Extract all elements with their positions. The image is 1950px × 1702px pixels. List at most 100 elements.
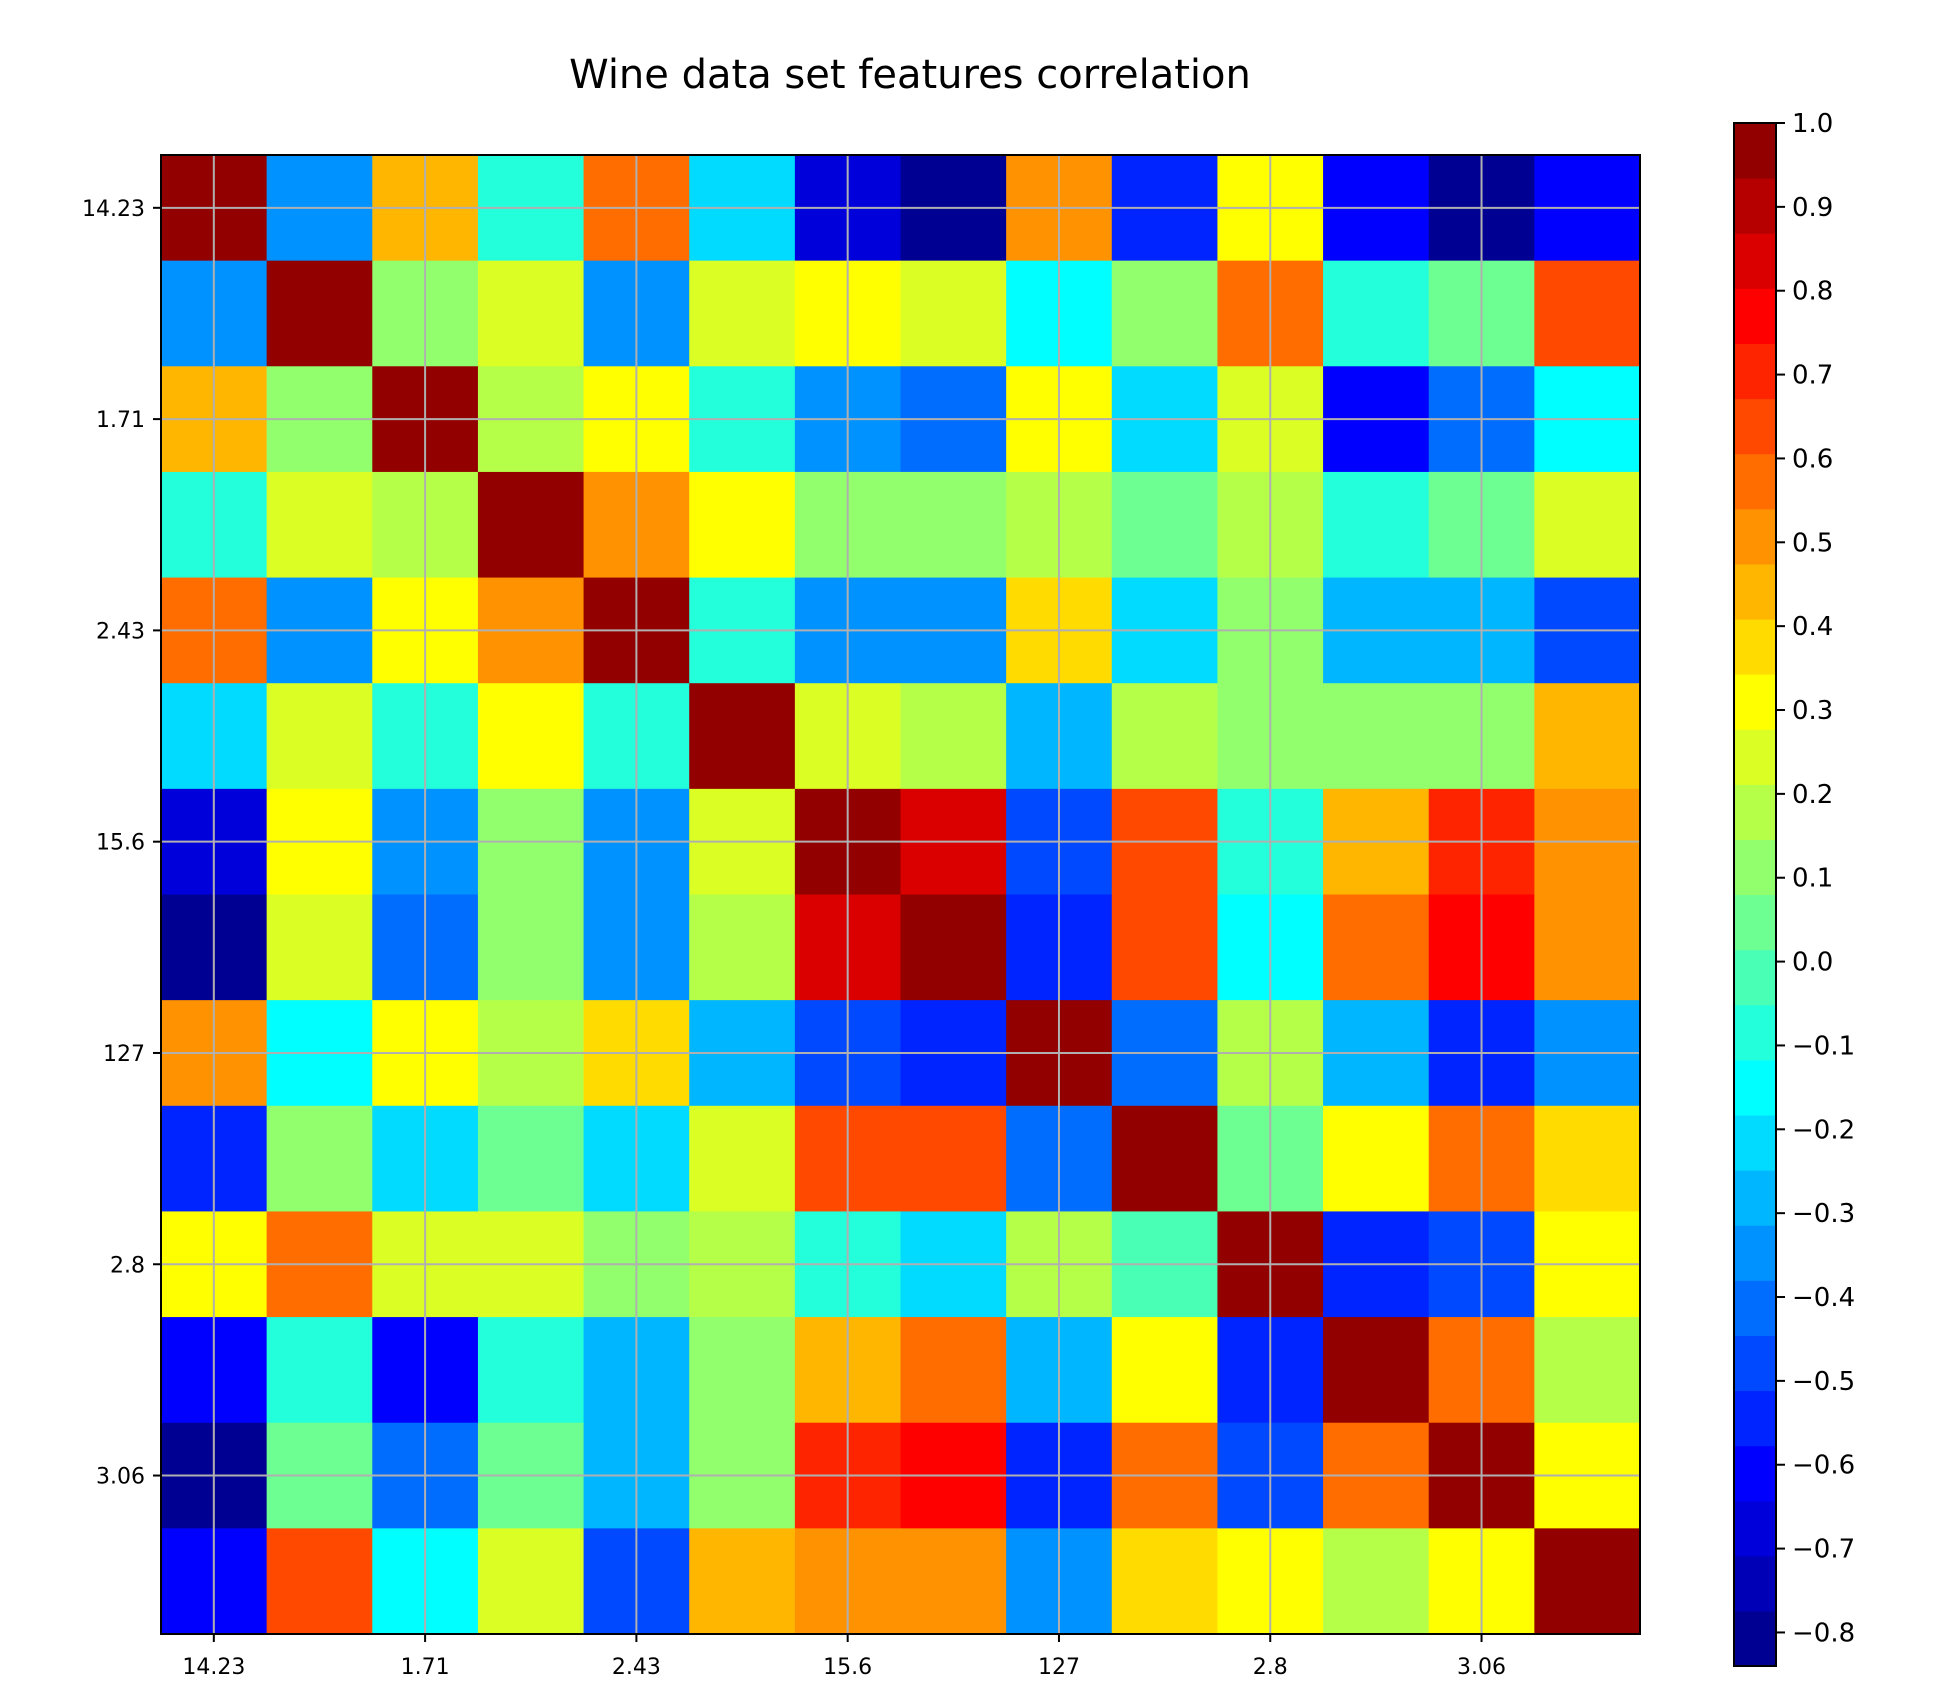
colorbar-tick-label: 0.6 — [1792, 444, 1833, 474]
colorbar-segment — [1734, 123, 1776, 179]
colorbar-tick-label: −0.8 — [1792, 1618, 1855, 1648]
chart-title: Wine data set features correlation — [569, 52, 1251, 98]
colorbar-segment — [1734, 1500, 1776, 1557]
colorbar-tick-label: 0.4 — [1792, 612, 1833, 642]
x-tick-label: 1.71 — [401, 1655, 450, 1680]
colorbar-segment — [1734, 508, 1776, 565]
colorbar — [1734, 123, 1776, 1667]
y-axis-ticks: 14.23 1.71 2.43 15.6 127 2.8 3.06 — [82, 197, 161, 1490]
heatmap-cell — [1111, 260, 1219, 367]
colorbar-tick-label: −0.5 — [1792, 1367, 1855, 1397]
heatmap-cell — [1534, 1528, 1641, 1635]
heatmap-cell — [477, 683, 585, 790]
x-tick-label: 127 — [1038, 1655, 1080, 1680]
heatmap-cell — [1323, 471, 1430, 579]
x-tick-label: 15.6 — [823, 1655, 872, 1680]
heatmap-cell — [266, 1105, 373, 1213]
colorbar-segment — [1734, 1004, 1776, 1061]
x-axis-ticks: 14.23 1.71 2.43 15.6 127 2.8 3.06 — [182, 1634, 1506, 1680]
colorbar-segment — [1734, 1555, 1776, 1612]
colorbar-tick-label: 0.7 — [1792, 361, 1833, 391]
colorbar-segment — [1734, 563, 1776, 620]
colorbar-segment — [1734, 178, 1776, 234]
x-tick-label: 14.23 — [182, 1655, 245, 1680]
heatmap-cell — [900, 1105, 1007, 1213]
colorbar-tick-label: 0.3 — [1792, 696, 1833, 726]
colorbar-segment — [1734, 1610, 1776, 1667]
colorbar-segment — [1734, 343, 1776, 400]
heatmap-cell — [477, 260, 585, 367]
heatmap-cells — [161, 155, 1641, 1635]
heatmap-cell — [689, 683, 796, 790]
heatmap-cell — [689, 894, 796, 1001]
heatmap-cell — [1111, 683, 1219, 790]
colorbar-tick-label: 0.0 — [1792, 948, 1833, 978]
y-tick-label: 1.71 — [96, 408, 145, 433]
heatmap-cell — [689, 1105, 796, 1213]
y-tick-label: 14.23 — [82, 197, 145, 222]
heatmap-cell — [1323, 1528, 1430, 1635]
colorbar-segment — [1734, 618, 1776, 675]
heatmap-cell — [900, 471, 1007, 579]
colorbar-segment — [1734, 1114, 1776, 1171]
y-tick-label: 127 — [103, 1042, 145, 1067]
colorbar-segment — [1734, 894, 1776, 951]
colorbar-segment — [1734, 1280, 1776, 1336]
colorbar-tick-label: 1.0 — [1792, 109, 1833, 139]
heatmap-cell — [266, 683, 373, 790]
y-tick-label: 2.8 — [110, 1253, 145, 1278]
colorbar-tick-label: −0.1 — [1792, 1031, 1855, 1061]
heatmap-cell — [266, 260, 373, 367]
colorbar-segment — [1734, 949, 1776, 1006]
colorbar-segment — [1734, 233, 1776, 289]
colorbar-ticks: 1.0 0.9 0.8 0.7 0.6 0.5 0.4 0.3 0.2 0.1 0.0 −0.1 −0.… — [1776, 109, 1855, 1648]
heatmap-cell — [1323, 1105, 1430, 1213]
heatmap-cell — [1534, 471, 1641, 579]
colorbar-segment — [1734, 1170, 1776, 1226]
heatmap-cell — [900, 894, 1007, 1001]
heatmap-cell — [266, 1317, 373, 1424]
colorbar-tick-label: 0.1 — [1792, 864, 1833, 894]
x-tick-label: 3.06 — [1457, 1655, 1506, 1680]
colorbar-segment — [1734, 398, 1776, 455]
heatmap-cell — [1534, 894, 1641, 1001]
heatmap-cell — [1111, 1105, 1219, 1213]
colorbar-segment — [1734, 1335, 1776, 1392]
y-tick-label: 2.43 — [96, 619, 145, 644]
colorbar-tick-label: −0.3 — [1792, 1199, 1855, 1229]
heatmap-cell — [477, 894, 585, 1001]
heatmap-cell — [1534, 683, 1641, 790]
colorbar-segment — [1734, 674, 1776, 730]
heatmap-cell — [900, 260, 1007, 367]
heatmap-cell — [1323, 1317, 1430, 1424]
x-tick-label: 2.43 — [612, 1655, 661, 1680]
grid-lines — [161, 155, 1640, 1634]
colorbar-tick-label: −0.7 — [1792, 1535, 1855, 1565]
colorbar-segment — [1734, 453, 1776, 510]
y-tick-label: 3.06 — [96, 1465, 145, 1490]
heatmap-cell — [1323, 260, 1430, 367]
heatmap-cell — [1323, 894, 1430, 1001]
heatmap-cell — [266, 471, 373, 579]
colorbar-tick-label: −0.6 — [1792, 1451, 1855, 1481]
colorbar-segment — [1734, 839, 1776, 896]
heatmap-cell — [900, 1317, 1007, 1424]
colorbar-tick-label: 0.9 — [1792, 193, 1833, 223]
heatmap-cell — [689, 1317, 796, 1424]
heatmap-cell — [900, 1528, 1007, 1635]
colorbar-segment — [1734, 1390, 1776, 1447]
colorbar-tick-label: 0.8 — [1792, 277, 1833, 307]
heatmap-cell — [1534, 260, 1641, 367]
heatmap-cell — [1534, 1317, 1641, 1424]
heatmap-cell — [1323, 683, 1430, 790]
heatmap-cell — [266, 1528, 373, 1635]
heatmap-cell — [1534, 1105, 1641, 1213]
colorbar-tick-label: −0.2 — [1792, 1115, 1855, 1145]
colorbar-segment — [1734, 1445, 1776, 1502]
heatmap-frame — [160, 154, 1641, 1635]
colorbar-segment — [1734, 729, 1776, 785]
heatmap-cell — [1111, 894, 1219, 1001]
heatmap-cell — [266, 894, 373, 1001]
x-tick-label: 2.8 — [1253, 1655, 1288, 1680]
